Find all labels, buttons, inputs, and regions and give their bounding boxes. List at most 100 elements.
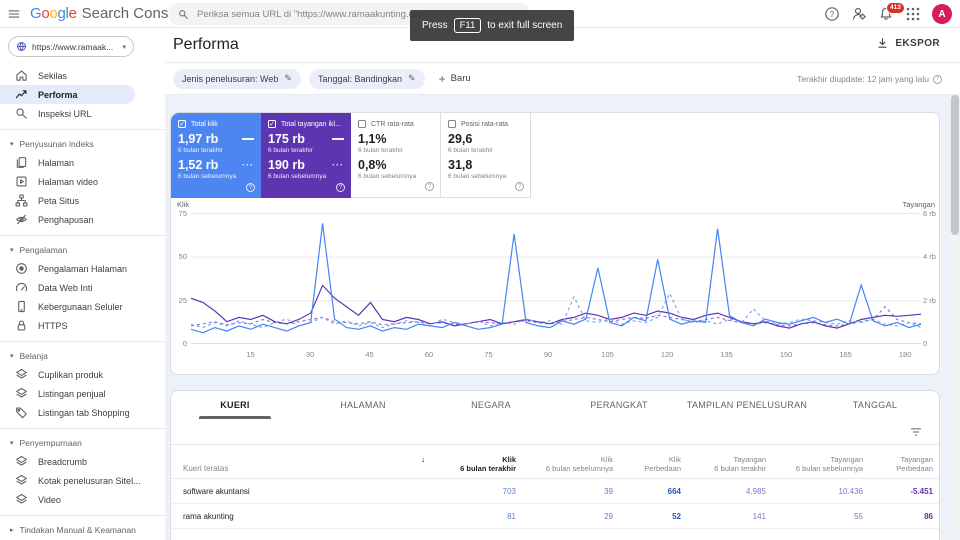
chevron-down-icon: ▾ [10, 140, 14, 148]
export-button[interactable]: EKSPOR [876, 37, 940, 50]
sidebar-item-cuplikan-produk[interactable]: Cuplikan produk [0, 365, 165, 384]
tab-label: TAMPILAN PENELUSURAN [687, 400, 807, 410]
divider [0, 341, 165, 342]
sidebar-item-listingan-tab-shopping[interactable]: Listingan tab Shopping [0, 403, 165, 422]
column-header-kueri[interactable]: Kueri teratas [171, 464, 421, 473]
column-period: Perbedaan [863, 464, 933, 473]
chip-label: Tanggal: Bandingkan [318, 74, 402, 84]
chart-svg [191, 213, 921, 344]
metric-card-ctr[interactable]: CTR rata-rata 1,1% 6 bulan terakhir 0,8%… [351, 113, 441, 198]
query-cell[interactable]: rama akunting [171, 512, 421, 521]
checkbox-checked-icon[interactable]: ✓ [268, 120, 276, 128]
help-circle-icon[interactable]: ? [515, 182, 524, 191]
checkbox-checked-icon[interactable]: ✓ [178, 120, 186, 128]
table-row[interactable]: software akuntansi 703 39 664 4.985 10.4… [171, 479, 939, 504]
section-penyusunan-indeks[interactable]: ▾ Penyusunan indeks [0, 135, 165, 153]
sidebar-item-performa[interactable]: Performa [0, 85, 135, 104]
metric-value-current: 1,97 rb [178, 132, 218, 146]
sidebar-item-label: Listingan tab Shopping [38, 408, 130, 418]
chevron-down-icon: ▾ [10, 246, 14, 254]
y-tick-label: 0 [923, 339, 941, 348]
chip-label: Jenis penelusuran: Web [182, 74, 278, 84]
filter-chip-date[interactable]: Tanggal: Bandingkan ✎ [309, 69, 425, 89]
help-circle-icon[interactable]: ? [246, 183, 255, 192]
dimensions-table-card: KUERI HALAMAN NEGARA PERANGKAT TAMPILAN … [170, 390, 940, 540]
sidebar-item-kotak-penelusuran[interactable]: Kotak penelusuran Sitel... [0, 471, 165, 490]
metric-card-total-klik[interactable]: ✓Total klik 1,97 rb 6 bulan terakhir 1,5… [171, 113, 261, 198]
column-header-klik-perbedaan[interactable]: Klik Perbedaan [613, 455, 681, 473]
chart-line-left-current [191, 224, 921, 333]
menu-icon[interactable] [0, 0, 28, 28]
filter-icon[interactable] [909, 425, 923, 439]
tab-halaman[interactable]: HALAMAN [299, 391, 427, 419]
metric-period: 6 bulan terakhir [268, 147, 344, 154]
user-settings-icon[interactable] [851, 6, 867, 22]
checkbox-unchecked-icon[interactable] [358, 120, 366, 128]
metric-card-total-tayangan[interactable]: ✓Total tayangan ikl... 175 rb 6 bulan te… [261, 113, 351, 198]
metric-period: 6 bulan terakhir [178, 147, 254, 154]
sidebar-item-sekilas[interactable]: Sekilas [0, 66, 165, 85]
table-row[interactable] [171, 529, 939, 540]
tayangan-terakhir-cell: 141 [681, 512, 766, 521]
sidebar-item-tindakan-manual[interactable]: ▸ Tindakan Manual & Keamanan [0, 521, 165, 539]
sidebar-item-peta-situs[interactable]: Peta Situs [0, 191, 165, 210]
sort-arrow-icon: ↓ [421, 455, 425, 464]
divider [0, 235, 165, 236]
help-icon[interactable]: ? [824, 6, 840, 22]
tab-perangkat[interactable]: PERANGKAT [555, 391, 683, 419]
logo-google: Google [30, 5, 77, 22]
sitemap-icon [15, 194, 28, 207]
column-header-klik-terakhir[interactable]: ↓Klik 6 bulan terakhir [421, 455, 516, 473]
column-header-tayangan-perbedaan[interactable]: Tayangan Perbedaan [863, 455, 933, 473]
notifications-bell-icon[interactable]: 413 [878, 6, 894, 22]
help-circle-icon[interactable]: ? [425, 182, 434, 191]
metric-card-posisi[interactable]: Posisi rata-rata 29,6 6 bulan terakhir 3… [441, 113, 531, 198]
metric-value-current: 175 rb [268, 132, 305, 146]
sidebar-item-kebergunaan-seluler[interactable]: Kebergunaan Seluler [0, 297, 165, 316]
sidebar-item-halaman-video[interactable]: Halaman video [0, 172, 165, 191]
table-header-row: Kueri teratas ↓Klik 6 bulan terakhir Kli… [171, 444, 939, 479]
scrollbar-thumb[interactable] [951, 95, 959, 235]
checkbox-unchecked-icon[interactable] [448, 120, 456, 128]
sidebar-item-data-web-inti[interactable]: Data Web Inti [0, 278, 165, 297]
apps-grid-icon[interactable] [905, 6, 921, 22]
tab-tanggal[interactable]: TANGGAL [811, 391, 939, 419]
logo-letter: G [30, 5, 41, 22]
help-circle-icon[interactable]: ? [933, 75, 942, 84]
metric-label: CTR rata-rata [371, 121, 414, 128]
sidebar-item-https[interactable]: HTTPS [0, 316, 165, 335]
new-filter-button[interactable]: + Baru [439, 72, 471, 86]
tab-negara[interactable]: NEGARA [427, 391, 555, 419]
property-selector[interactable]: https://www.ramaak... ▾ [8, 36, 134, 57]
y-tick-label: 6 rb [923, 209, 941, 218]
klik-sebelumnya-cell: 29 [516, 512, 613, 521]
x-tick-label: 135 [717, 350, 737, 359]
avatar[interactable]: A [932, 4, 952, 24]
column-header-tayangan-sebelumnya[interactable]: Tayangan 6 bulan sebelumnya [766, 455, 863, 473]
section-pengalaman[interactable]: ▾ Pengalaman [0, 241, 165, 259]
sidebar-item-label: Penghapusan [38, 215, 94, 225]
column-header-tayangan-terakhir[interactable]: Tayangan 6 bulan terakhir [681, 455, 766, 473]
sidebar-item-penghapusan[interactable]: Penghapusan [0, 210, 165, 229]
y-axis-left-label: Klik [177, 200, 189, 209]
sidebar-item-listingan-penjual[interactable]: Listingan penjual [0, 384, 165, 403]
query-cell[interactable]: software akuntansi [171, 487, 421, 496]
sidebar-item-inspeksi-url[interactable]: Inspeksi URL [0, 104, 165, 123]
section-penyempurnaan[interactable]: ▾ Penyempurnaan [0, 434, 165, 452]
sidebar-item-video[interactable]: Video [0, 490, 165, 509]
column-header-klik-sebelumnya[interactable]: Klik 6 bulan sebelumnya [516, 455, 613, 473]
filter-chip-search-type[interactable]: Jenis penelusuran: Web ✎ [173, 69, 301, 89]
logo-letter: g [57, 5, 65, 22]
table-row[interactable]: rama akunting 81 29 52 141 55 86 [171, 504, 939, 529]
svg-text:?: ? [830, 10, 835, 19]
sidebar-item-halaman[interactable]: Halaman [0, 153, 165, 172]
scrollbar-track[interactable] [951, 95, 959, 540]
fullscreen-toast: Press F11 to exit full screen [410, 10, 574, 41]
tab-tampilan-penelusuran[interactable]: TAMPILAN PENELUSURAN [683, 391, 811, 419]
sidebar-item-breadcrumb[interactable]: Breadcrumb [0, 452, 165, 471]
column-period: 6 bulan terakhir [421, 464, 516, 473]
help-circle-icon[interactable]: ? [336, 183, 345, 192]
tab-kueri[interactable]: KUERI [171, 391, 299, 419]
section-belanja[interactable]: ▾ Belanja [0, 347, 165, 365]
sidebar-item-pengalaman-halaman[interactable]: Pengalaman Halaman [0, 259, 165, 278]
